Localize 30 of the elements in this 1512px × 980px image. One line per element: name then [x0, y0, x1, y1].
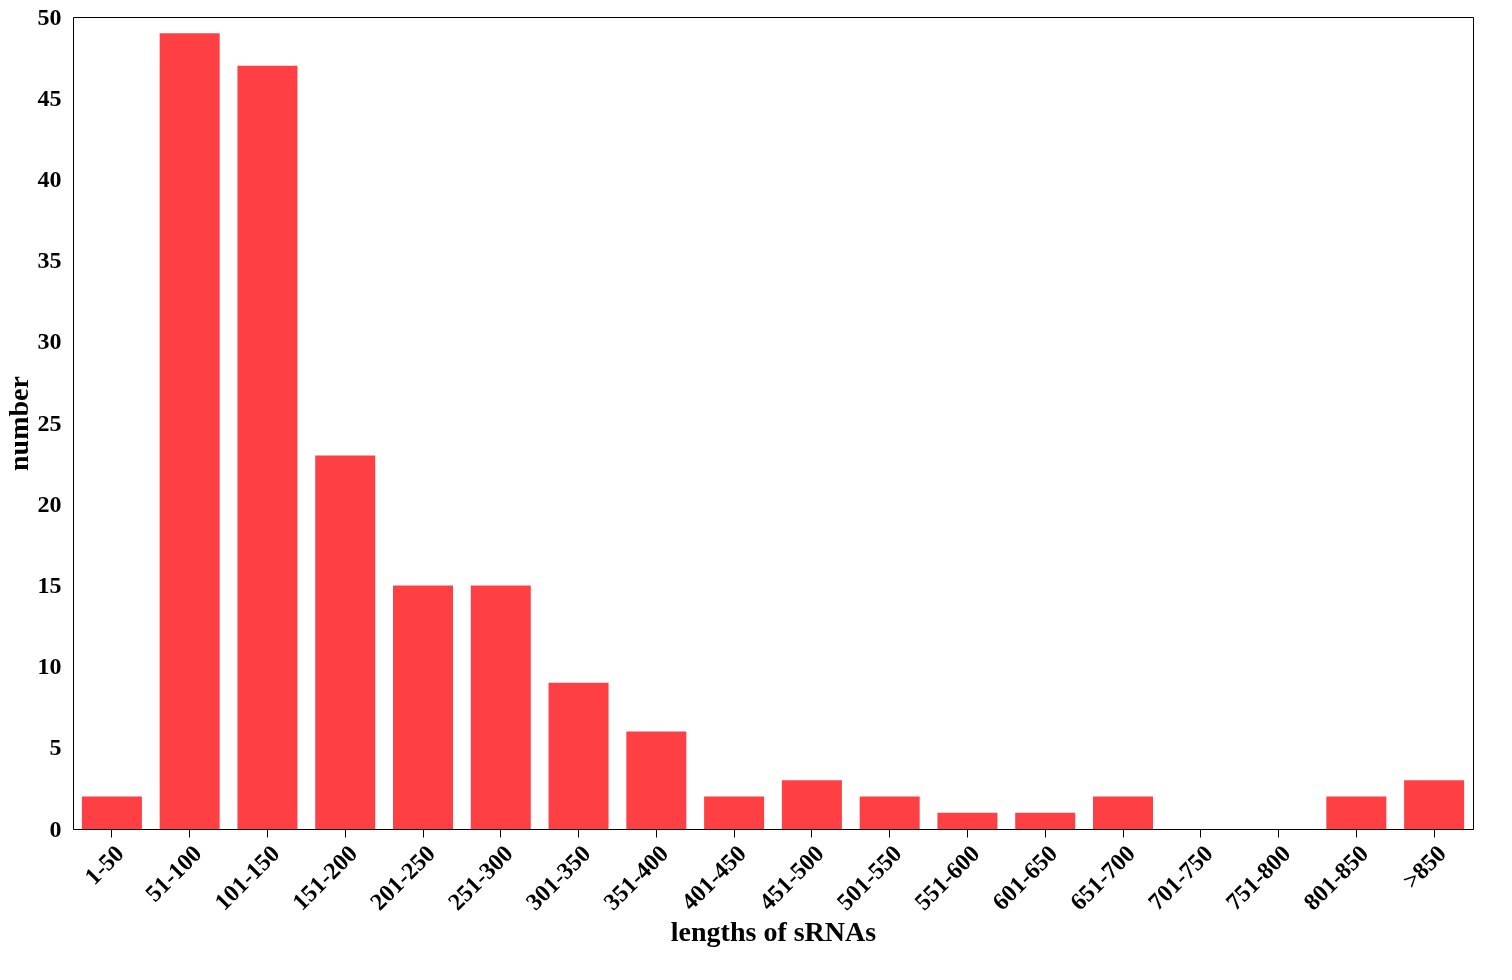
- x-tick-label: 1-50: [79, 840, 129, 890]
- bar: [937, 812, 998, 829]
- bar: [159, 33, 220, 829]
- bar: [393, 585, 453, 829]
- bar: [704, 796, 765, 829]
- y-tick-label: 45: [37, 84, 62, 111]
- bar: [470, 585, 531, 829]
- bar: [1404, 780, 1465, 829]
- bar: [1326, 796, 1387, 829]
- y-tick-label: 50: [37, 3, 62, 30]
- y-axis-title: number: [2, 376, 34, 471]
- bar: [781, 780, 842, 829]
- y-tick-label: 20: [37, 490, 62, 517]
- y-tick-label: 5: [49, 734, 62, 761]
- y-tick-label: 0: [49, 815, 62, 842]
- y-tick-label: 30: [37, 328, 62, 355]
- y-tick-label: 15: [37, 571, 62, 598]
- y-tick-label: 25: [37, 409, 62, 436]
- bar: [859, 796, 920, 829]
- bar: [548, 682, 609, 829]
- bar: [81, 796, 142, 829]
- bar: [626, 731, 687, 829]
- y-tick-label: 40: [37, 165, 62, 192]
- bar: [315, 455, 376, 829]
- y-tick-label: 10: [37, 653, 62, 680]
- y-tick-label: 35: [37, 247, 62, 274]
- bar: [1015, 812, 1076, 829]
- x-axis-title: lengths of sRNAs: [670, 916, 877, 948]
- bar: [237, 65, 298, 829]
- bar: [1093, 796, 1153, 829]
